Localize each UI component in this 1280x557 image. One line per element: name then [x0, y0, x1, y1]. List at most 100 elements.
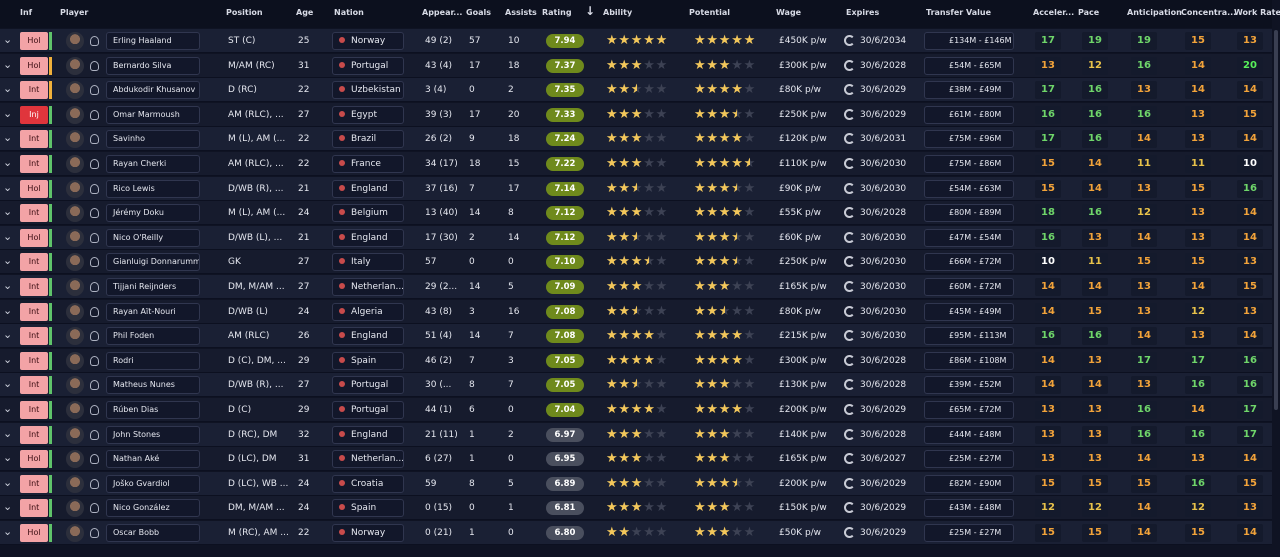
expand-toggle[interactable]: ⌄ [3, 156, 13, 169]
player-name[interactable]: Nico O'Reilly [106, 228, 200, 247]
expand-toggle[interactable]: ⌄ [3, 402, 13, 415]
player-name[interactable]: Rayan Cherki [106, 155, 200, 173]
transfer-value[interactable]: £45M - £49M [924, 302, 1014, 321]
transfer-value[interactable]: £75M - £96M [924, 130, 1014, 149]
column-header[interactable]: Player [60, 8, 89, 17]
player-name[interactable]: Nathan Aké [106, 450, 200, 469]
player-name[interactable]: Rayan Aït-Nouri [106, 302, 200, 321]
column-header[interactable]: Pace [1078, 8, 1100, 17]
expand-toggle[interactable]: ⌄ [3, 352, 13, 366]
transfer-value[interactable]: £82M - £90M [924, 474, 1014, 493]
expand-toggle[interactable]: ⌄ [3, 229, 13, 243]
column-header[interactable]: Potential [689, 8, 731, 17]
player-name[interactable]: Erling Haaland [106, 32, 200, 50]
expand-toggle[interactable]: ⌄ [3, 33, 13, 46]
column-header[interactable]: Acceler... [1033, 8, 1075, 17]
transfer-value[interactable]: £80M - £89M [924, 204, 1014, 223]
expand-toggle[interactable]: ⌄ [3, 106, 13, 120]
column-header[interactable]: Concentra... [1181, 8, 1237, 17]
nation[interactable]: England [332, 425, 404, 444]
nation[interactable]: Brazil [332, 130, 404, 149]
expand-toggle[interactable]: ⌄ [3, 254, 13, 268]
transfer-value[interactable]: £60M - £72M [924, 278, 1014, 296]
nation[interactable]: England [332, 327, 404, 346]
nation[interactable]: Norway [332, 524, 404, 542]
nation[interactable]: Norway [332, 32, 404, 50]
transfer-value[interactable]: £61M - £80M [924, 105, 1014, 124]
nation[interactable]: Uzbekistan [332, 81, 404, 100]
expand-toggle[interactable]: ⌄ [3, 328, 13, 342]
expand-toggle[interactable]: ⌄ [3, 279, 13, 292]
player-name[interactable]: Rico Lewis [106, 179, 200, 198]
column-header[interactable]: Goals [466, 8, 491, 17]
column-header[interactable]: Expires [846, 8, 880, 17]
player-name[interactable]: Tijjani Reijnders [106, 278, 200, 296]
transfer-value[interactable]: £43M - £48M [924, 499, 1014, 518]
nation[interactable]: Netherlan... [332, 450, 404, 469]
expand-toggle[interactable]: ⌄ [3, 180, 13, 194]
transfer-value[interactable]: £66M - £72M [924, 253, 1014, 272]
expand-toggle[interactable]: ⌄ [3, 525, 13, 538]
transfer-value[interactable]: £75M - £86M [924, 155, 1014, 173]
player-name[interactable]: Omar Marmoush [106, 105, 200, 124]
column-header[interactable]: Wage [776, 8, 802, 17]
transfer-value[interactable]: £25M - £27M [924, 524, 1014, 542]
transfer-value[interactable]: £38M - £49M [924, 81, 1014, 100]
nation[interactable]: Algeria [332, 302, 404, 321]
nation[interactable]: Spain [332, 499, 404, 518]
nation[interactable]: England [332, 228, 404, 247]
player-name[interactable]: Abdukodir Khusanov [106, 81, 200, 100]
column-header[interactable]: Appear... [422, 8, 463, 17]
scrollbar[interactable] [1274, 30, 1278, 410]
transfer-value[interactable]: £39M - £52M [924, 376, 1014, 395]
nation[interactable]: Italy [332, 253, 404, 272]
nation[interactable]: Belgium [332, 204, 404, 223]
player-name[interactable]: Oscar Bobb [106, 524, 200, 542]
player-name[interactable]: Bernardo Silva [106, 56, 200, 75]
transfer-value[interactable]: £65M - £72M [924, 401, 1014, 419]
expand-toggle[interactable]: ⌄ [3, 82, 13, 96]
player-name[interactable]: Joško Gvardiol [106, 474, 200, 493]
expand-toggle[interactable]: ⌄ [3, 451, 13, 465]
column-header[interactable]: Anticipation [1127, 8, 1182, 17]
player-name[interactable]: Savinho [106, 130, 200, 149]
column-header[interactable]: Inf [20, 8, 33, 17]
expand-toggle[interactable]: ⌄ [3, 131, 13, 145]
player-name[interactable]: Nico González [106, 499, 200, 518]
nation[interactable]: Croatia [332, 474, 404, 493]
transfer-value[interactable]: £44M - £48M [924, 425, 1014, 444]
column-header[interactable]: Nation [334, 8, 364, 17]
expand-toggle[interactable]: ⌄ [3, 303, 13, 317]
player-name[interactable]: Rodri [106, 351, 200, 370]
expand-toggle[interactable]: ⌄ [3, 57, 13, 71]
column-header[interactable]: Assists [505, 8, 537, 17]
player-name[interactable]: Rúben Dias [106, 401, 200, 419]
player-name[interactable]: Jérémy Doku [106, 204, 200, 223]
column-header[interactable]: Work Rate [1234, 8, 1280, 17]
nation[interactable]: Egypt [332, 105, 404, 124]
transfer-value[interactable]: £54M - £65M [924, 56, 1014, 75]
transfer-value[interactable]: £95M - £113M [924, 327, 1014, 346]
transfer-value[interactable]: £47M - £54M [924, 228, 1014, 247]
transfer-value[interactable]: £54M - £63M [924, 179, 1014, 198]
player-name[interactable]: Matheus Nunes [106, 376, 200, 395]
expand-toggle[interactable]: ⌄ [3, 500, 13, 514]
column-header[interactable]: Age [296, 8, 314, 17]
expand-toggle[interactable]: ⌄ [3, 426, 13, 440]
player-name[interactable]: Gianluigi Donnarumma [106, 253, 200, 272]
nation[interactable]: Portugal [332, 376, 404, 395]
nation[interactable]: Spain [332, 351, 404, 370]
player-name[interactable]: John Stones [106, 425, 200, 444]
expand-toggle[interactable]: ⌄ [3, 377, 13, 391]
transfer-value[interactable]: £86M - £108M [924, 351, 1014, 370]
nation[interactable]: England [332, 179, 404, 198]
player-name[interactable]: Phil Foden [106, 327, 200, 346]
nation[interactable]: France [332, 155, 404, 173]
transfer-value[interactable]: £134M - £146M [924, 32, 1014, 50]
column-header[interactable]: Ability [603, 8, 633, 17]
transfer-value[interactable]: £25M - £27M [924, 450, 1014, 469]
column-header[interactable]: Rating [542, 8, 572, 17]
nation[interactable]: Portugal [332, 401, 404, 419]
expand-toggle[interactable]: ⌄ [3, 205, 13, 219]
nation[interactable]: Portugal [332, 56, 404, 75]
